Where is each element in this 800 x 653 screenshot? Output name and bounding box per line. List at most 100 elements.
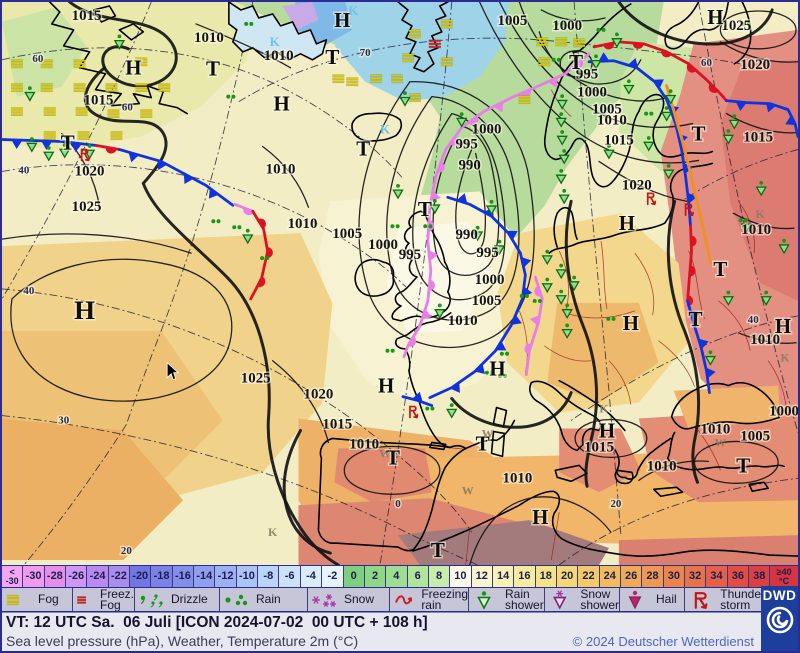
front-cold bbox=[686, 299, 716, 395]
symbol-shower bbox=[760, 290, 772, 307]
symbol-fog bbox=[332, 74, 345, 84]
pressure-center-H: H bbox=[378, 374, 394, 398]
isobar bbox=[412, 112, 506, 301]
temp-scale-cell: -8 bbox=[257, 566, 279, 587]
symbol-rain bbox=[519, 293, 529, 298]
isobar bbox=[498, 2, 694, 128]
temp-scale-cell: -14 bbox=[193, 566, 215, 587]
pressure-label: 1010 bbox=[701, 421, 731, 437]
symbol-shower bbox=[471, 225, 484, 242]
pressure-label: 1015 bbox=[743, 129, 773, 145]
symbol-shower bbox=[740, 217, 752, 234]
pressure-label: 1020 bbox=[740, 57, 770, 73]
temp-region bbox=[638, 408, 798, 503]
pressure-label: 1015 bbox=[604, 132, 634, 148]
temp-scale-cell: 4 bbox=[385, 566, 407, 587]
temp-scale-cell: -18 bbox=[150, 566, 172, 587]
temp-scale-cell: -12 bbox=[214, 566, 236, 587]
coastline bbox=[429, 441, 447, 451]
border-line bbox=[608, 360, 632, 405]
symbol-fog bbox=[440, 19, 453, 29]
pressure-center-T: T bbox=[713, 257, 727, 281]
fog-icon bbox=[7, 594, 19, 605]
drizzle-icon bbox=[140, 593, 163, 607]
legend-label: Fog bbox=[38, 592, 59, 606]
temp-scale-cell: -4 bbox=[299, 566, 322, 587]
symbol-fog bbox=[43, 107, 56, 116]
symbol-fog bbox=[40, 59, 53, 69]
dwd-logo-text: DWD bbox=[762, 588, 797, 603]
symbol-rain bbox=[226, 94, 236, 99]
legend-item-freezing-rain: Freezing rain bbox=[390, 588, 469, 611]
graticule-line bbox=[379, 2, 453, 565]
border-line bbox=[718, 300, 751, 351]
pressure-center-T: T bbox=[418, 197, 432, 221]
freezing-rain-glyph bbox=[395, 594, 413, 604]
graticule-label: 60 bbox=[122, 102, 133, 114]
symbol-rain bbox=[644, 111, 654, 116]
pressure-center-T: T bbox=[476, 431, 490, 455]
pressure-center-T: T bbox=[356, 136, 370, 160]
symbol-ffog bbox=[428, 39, 441, 49]
legend-item-drizzle: Drizzle bbox=[135, 588, 220, 611]
front-warm bbox=[249, 209, 273, 301]
symbol-rain bbox=[551, 57, 561, 62]
graticule-label: 40 bbox=[18, 164, 29, 176]
pressure-label: 1010 bbox=[266, 161, 296, 177]
temp-scale-cell: 16 bbox=[513, 566, 535, 587]
rain-glyph bbox=[225, 594, 248, 605]
temp-scale-cell: -26 bbox=[65, 566, 87, 587]
symbol-shower bbox=[434, 303, 446, 319]
pressure-label: 1020 bbox=[75, 163, 105, 179]
front-warm bbox=[592, 40, 728, 103]
pressure-label: 1005 bbox=[740, 428, 770, 444]
temp-scale-cell: -28 bbox=[43, 566, 66, 587]
symbol-shower bbox=[561, 303, 573, 319]
temp-scale-cell: 22 bbox=[577, 566, 599, 587]
front-cold bbox=[118, 148, 235, 207]
temp-scale-cell: -24 bbox=[86, 566, 108, 587]
symbol-rain bbox=[497, 373, 508, 378]
dwd-logo: DWD bbox=[761, 586, 798, 651]
temp-scale-cell: 14 bbox=[491, 566, 514, 587]
symbol-fog bbox=[73, 83, 86, 93]
symbol-shower bbox=[242, 228, 254, 245]
pressure-label: 1000 bbox=[368, 237, 398, 253]
symbol-fog bbox=[401, 53, 414, 63]
symbol-shower bbox=[43, 146, 55, 162]
symbol-fog bbox=[140, 109, 153, 118]
pressure-label: 1015 bbox=[72, 8, 102, 24]
pressure-label: 1015 bbox=[322, 416, 352, 432]
border-line bbox=[465, 528, 471, 565]
symbol-shower bbox=[660, 106, 673, 122]
graticule-label: 20 bbox=[610, 498, 621, 510]
pressure-center-H: H bbox=[334, 8, 350, 32]
airmass-W: W bbox=[379, 446, 391, 460]
airmass-W: W bbox=[462, 483, 474, 497]
graticule-line bbox=[558, 477, 798, 565]
coastline bbox=[553, 206, 578, 248]
symbol-shower bbox=[429, 198, 441, 215]
pressure-label: 1010 bbox=[502, 470, 532, 486]
temp-scale-cell: -2 bbox=[321, 566, 343, 587]
pressure-label: 1025 bbox=[721, 18, 751, 34]
symbol-thunder bbox=[80, 148, 91, 162]
temp-scale-cell: 8 bbox=[427, 566, 450, 587]
legend-label: Thunder storm bbox=[720, 588, 765, 611]
coastline bbox=[397, 2, 449, 73]
pressure-center-H: H bbox=[532, 505, 548, 529]
front-cold bbox=[2, 138, 98, 153]
pressure-center-H: H bbox=[74, 295, 95, 325]
isobar bbox=[518, 2, 668, 102]
symbol-shower bbox=[722, 129, 735, 145]
symbol-shower bbox=[558, 149, 570, 165]
symbol-shower bbox=[556, 94, 568, 110]
symbol-shower bbox=[555, 263, 567, 280]
isobar bbox=[386, 96, 520, 321]
temp-scale-cell: -10 bbox=[235, 566, 258, 587]
symbol-fog bbox=[391, 74, 403, 84]
pressure-center-H: H bbox=[489, 357, 505, 381]
fronts bbox=[2, 40, 798, 407]
coastline bbox=[544, 3, 632, 161]
